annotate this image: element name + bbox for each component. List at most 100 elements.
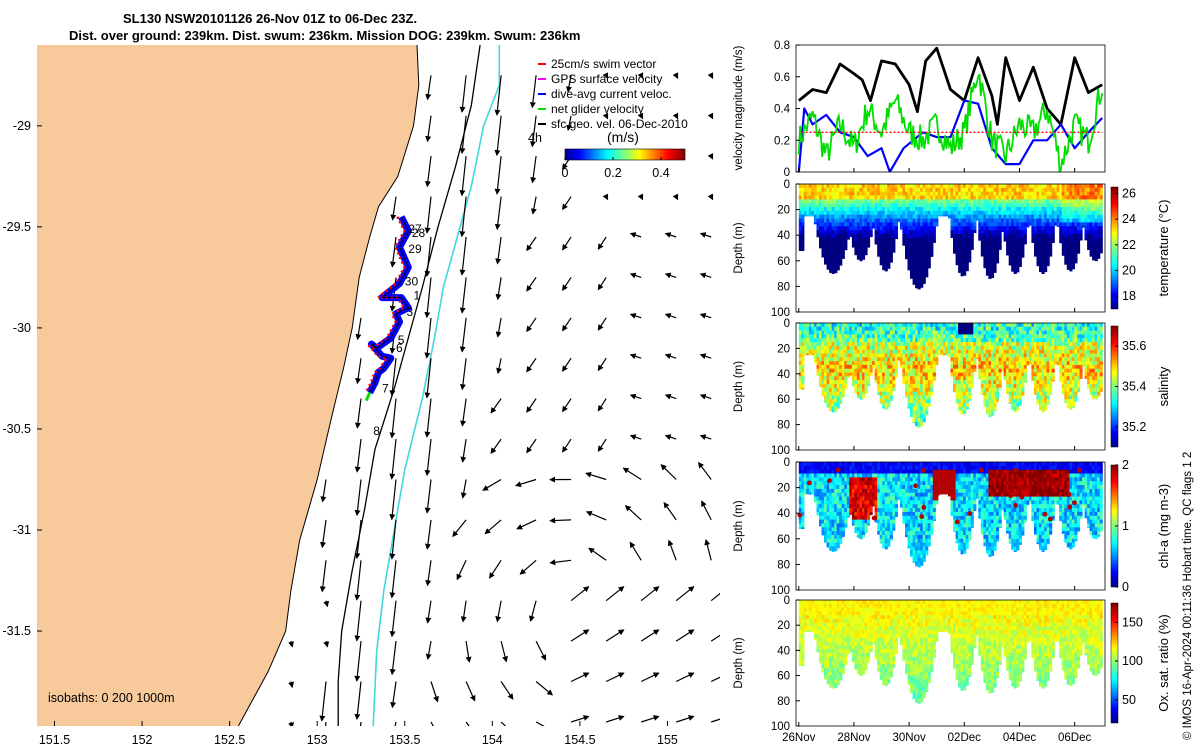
section-cell (1023, 338, 1027, 343)
section-cell (1036, 226, 1040, 231)
current-arrow (354, 641, 362, 682)
section-cell (917, 330, 921, 335)
section-cell (963, 387, 967, 392)
section-cell (894, 226, 898, 231)
section-cell (905, 372, 909, 377)
section-cell (985, 207, 989, 212)
section-cell (1084, 222, 1088, 227)
section-cell (960, 372, 964, 377)
section-cell (882, 203, 886, 208)
section-cell (1021, 210, 1025, 216)
section-cell (846, 218, 850, 223)
section-cell (889, 376, 893, 381)
section-cell (920, 203, 924, 208)
section-cell (1036, 330, 1040, 335)
section-cell (856, 257, 860, 260)
section-cell (816, 500, 820, 505)
section-cell (824, 349, 828, 354)
section-cell (958, 226, 962, 231)
salinity-section-cells (798, 323, 1103, 428)
section-cell (932, 226, 936, 231)
section-cell (872, 357, 876, 362)
section-cell (846, 372, 850, 377)
section-cell (841, 226, 845, 231)
section-cell (834, 207, 838, 212)
section-cell (798, 357, 802, 362)
section-cell (1036, 207, 1040, 212)
section-cell (834, 187, 838, 192)
section-cell (798, 184, 802, 189)
current-arrow (496, 358, 502, 375)
section-cell (826, 361, 830, 366)
section-cell (819, 384, 823, 387)
section-cell (1051, 199, 1055, 204)
section-cell (958, 272, 962, 273)
section-cell (798, 481, 802, 486)
section-cell (884, 380, 888, 385)
section-cell (862, 368, 866, 373)
section-cell (1066, 218, 1070, 223)
section-cell (1092, 195, 1096, 200)
colorbar-tick-label: 20 (1122, 263, 1136, 277)
section-cell (970, 338, 974, 343)
section-cell (1056, 326, 1060, 331)
section-cell (1069, 345, 1073, 351)
section-cell (917, 410, 921, 415)
section-cell (1036, 203, 1040, 208)
section-cell (849, 191, 853, 196)
section-cell (1006, 372, 1010, 377)
section-cell (1034, 361, 1038, 366)
section-cell (887, 264, 891, 269)
section-cell (856, 230, 860, 235)
section-cell (849, 226, 853, 231)
section-cell (1018, 330, 1022, 335)
section-cell (892, 237, 896, 242)
section-cell (1039, 245, 1043, 250)
section-cell (993, 222, 997, 227)
section-cell (1036, 245, 1040, 250)
section-cell (1069, 264, 1073, 269)
section-cell (882, 395, 886, 400)
section-cell (927, 349, 931, 354)
section-cell (1089, 218, 1093, 223)
current-arrow (570, 715, 590, 723)
section-cell (922, 376, 926, 381)
section-cell (953, 338, 957, 343)
section-cell (937, 330, 941, 335)
section-cell (889, 226, 893, 231)
section-cell (1056, 187, 1060, 192)
section-cell (884, 342, 888, 347)
section-cell (1036, 264, 1040, 267)
section-cell (920, 214, 924, 219)
section-cell (801, 237, 805, 242)
section-y-tick-label: 80 (777, 420, 790, 432)
section-cell (945, 323, 949, 328)
section-cell (798, 364, 802, 370)
section-cell (920, 222, 924, 227)
section-cell (1031, 353, 1035, 358)
section-cell (808, 334, 812, 339)
section-cell (811, 323, 815, 328)
section-cell (1006, 184, 1010, 189)
section-cell (877, 345, 881, 351)
section-cell (1003, 191, 1007, 196)
section-cell (816, 492, 820, 497)
section-cell (905, 384, 909, 389)
section-cell (953, 226, 957, 231)
section-cell (970, 361, 974, 366)
section-cell (1001, 353, 1005, 358)
track-day-label: 8 (373, 424, 380, 438)
section-cell (1036, 323, 1040, 328)
current-arrow (500, 721, 507, 726)
section-cell (884, 330, 888, 335)
section-cell (1046, 361, 1050, 366)
section-cell (922, 257, 926, 262)
section-cell (917, 372, 921, 377)
section-cell (839, 372, 843, 377)
section-cell (1046, 368, 1050, 373)
section-cell (988, 226, 992, 231)
section-cell (1023, 241, 1027, 245)
section-cell (1044, 376, 1048, 381)
section-cell (1008, 199, 1012, 204)
section-cell (798, 241, 802, 246)
